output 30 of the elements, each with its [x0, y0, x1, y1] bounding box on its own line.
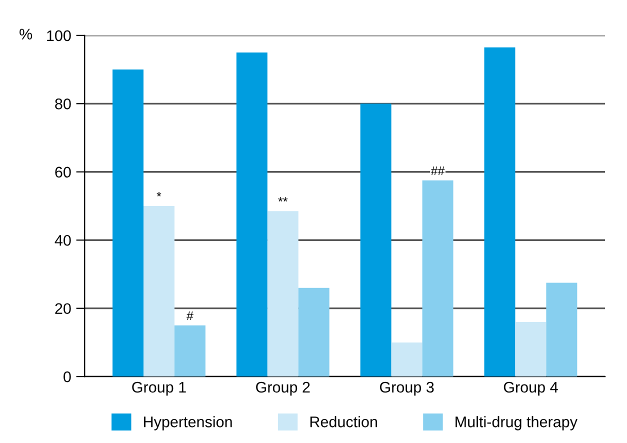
- data-label: #: [186, 311, 194, 320]
- y-tick-label: 0: [64, 371, 71, 382]
- bar: [236, 52, 268, 377]
- bar: [484, 47, 516, 377]
- x-tick-label: Group 3: [380, 382, 434, 396]
- bar: [422, 180, 454, 377]
- bar: [515, 322, 546, 377]
- y-tick-label: 40: [54, 234, 71, 246]
- legend-label: Multi-drug therapy: [456, 416, 578, 430]
- y-tick-label: 60: [55, 166, 71, 178]
- bar: [112, 70, 144, 377]
- data-label: **: [278, 197, 288, 202]
- bar: [546, 282, 578, 377]
- legend-label: Reduction: [310, 416, 377, 428]
- x-tick-label: Group 2: [256, 382, 310, 396]
- data-label: ##: [430, 166, 445, 176]
- y-tick-label: 100: [47, 30, 71, 42]
- data-label: *: [156, 192, 162, 196]
- bar: [298, 288, 330, 377]
- bar: [267, 211, 298, 377]
- bar: [360, 104, 392, 377]
- bar: [144, 206, 174, 377]
- x-tick-label: Group 4: [504, 382, 558, 396]
- bar: [174, 325, 206, 377]
- y-axis-title: %: [20, 28, 32, 40]
- x-tick-label: Group 1: [132, 382, 186, 396]
- bar: [391, 342, 422, 377]
- y-tick-label: 20: [55, 303, 71, 314]
- legend-label: Hypertension: [144, 416, 232, 430]
- y-tick-label: 80: [55, 98, 71, 110]
